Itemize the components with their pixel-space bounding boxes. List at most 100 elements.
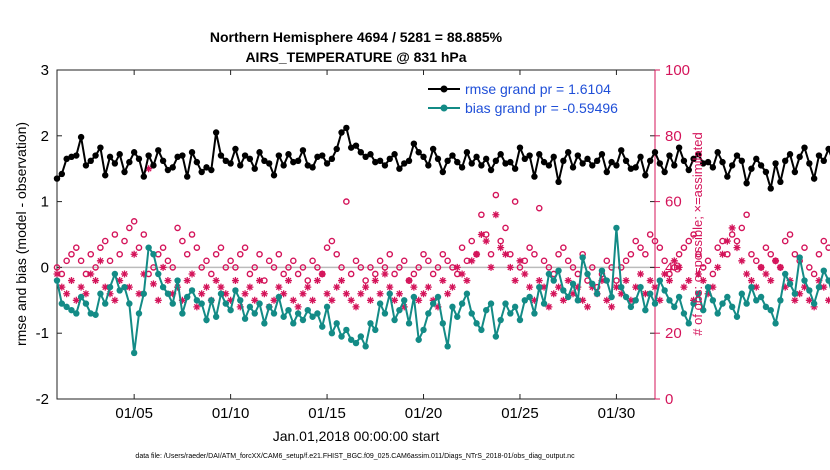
series-rmse-point [212,129,220,136]
obs-possible-point [328,237,336,245]
series-rmse-point [73,152,80,159]
obs-assimilated-point [656,296,664,304]
obs-assimilated-point [236,303,244,311]
obs-assimilated-point [714,263,722,271]
series-rmse-point [487,166,495,174]
obs-assimilated-point [502,250,509,258]
series-bias-point [574,297,582,304]
series-rmse-point [150,162,157,169]
obs-assimilated-point [256,277,264,285]
obs-possible-point [487,250,495,258]
obs-possible-point [806,264,813,271]
obs-assimilated-point [776,263,784,271]
series-rmse-point [695,151,702,158]
series-bias-point [589,280,596,288]
series-bias-point [579,254,586,261]
obs-assimilated-point [492,211,500,219]
obs-assimilated-point [540,283,548,291]
obs-possible-point [478,211,485,219]
series-rmse-point [516,144,524,151]
obs-assimilated-point [545,303,553,311]
obs-assimilated-point [309,296,317,304]
obs-possible-point [728,231,736,238]
series-rmse-point [314,153,321,161]
obs-assimilated-point [106,290,114,298]
series-rmse-point [169,164,176,171]
series-bias-point [651,300,659,307]
series-bias-point [593,290,601,297]
series-rmse-point [531,173,538,180]
obs-assimilated-point [598,277,606,285]
obs-possible-point [391,270,398,278]
obs-possible-point [762,244,770,251]
series-rmse-point [458,164,466,171]
series-bias-point [391,316,398,324]
series-rmse-point [521,155,528,163]
y-axis-right-label: # of obs: o=possible; ×=assimilated [690,132,705,335]
y-tick-label: 2 [41,128,49,145]
series-rmse-point [415,149,422,156]
obs-assimilated-point [304,283,312,291]
obs-possible-point [193,244,201,251]
series-bias-point [362,343,369,350]
series-rmse-point [367,151,374,158]
obs-possible-point [511,198,519,205]
obs-possible-point [820,237,828,245]
obs-assimilated-point [530,296,538,304]
obs-possible-point [709,270,717,278]
series-rmse-point [483,155,490,163]
series-bias-point [478,326,485,334]
series-bias-point [526,293,533,301]
series-rmse-point [188,149,196,156]
obs-assimilated-point [661,270,669,278]
x-tick-label: 01/10 [212,405,250,422]
series-rmse-point [733,152,741,159]
obs-assimilated-point [82,290,90,298]
series-bias-point [468,310,475,317]
obs-possible-point [135,244,143,251]
series-rmse-point [796,153,803,161]
series-rmse-point [97,144,104,151]
series-rmse-point [164,166,172,174]
series-rmse-point [246,155,254,163]
obs-assimilated-point [376,290,384,298]
obs-assimilated-point [77,283,85,291]
obs-possible-point [632,237,640,245]
series-bias-point [159,283,167,291]
series-rmse-point [184,173,191,180]
obs-assimilated-point [270,296,278,304]
obs-possible-point [386,250,394,258]
series-rmse-point [376,157,384,165]
series-bias-point [569,280,577,288]
series-rmse-point [87,157,94,165]
series-rmse-point [454,158,461,166]
series-bias-point [714,310,721,317]
series-bias-point [126,300,133,307]
series-rmse-point [343,124,350,132]
series-bias-point [155,270,162,278]
obs-assimilated-point [371,277,379,285]
series-rmse-point [666,152,673,159]
series-rmse-point [613,162,620,169]
y-axis-label: rmse and bias (model - observation) [13,122,29,346]
series-rmse-point [357,149,365,156]
series-bias-point [232,287,239,294]
obs-possible-point [174,224,181,232]
obs-assimilated-point [733,244,741,252]
series-rmse-point [280,162,287,169]
series-rmse-point [704,158,712,166]
obs-possible-point [396,264,403,271]
obs-assimilated-point [670,257,678,265]
obs-possible-point [646,231,654,238]
obs-assimilated-point [149,280,157,288]
series-rmse-point [222,157,229,165]
series-rmse-point [198,168,205,176]
obs-possible-point [656,244,664,251]
obs-possible-point [376,257,384,265]
obs-possible-point [468,237,476,245]
series-bias-point [145,244,152,251]
series-rmse-point [347,144,355,151]
series-bias-point [531,310,538,317]
series-rmse-point [155,147,162,154]
series-rmse-point [429,145,437,153]
